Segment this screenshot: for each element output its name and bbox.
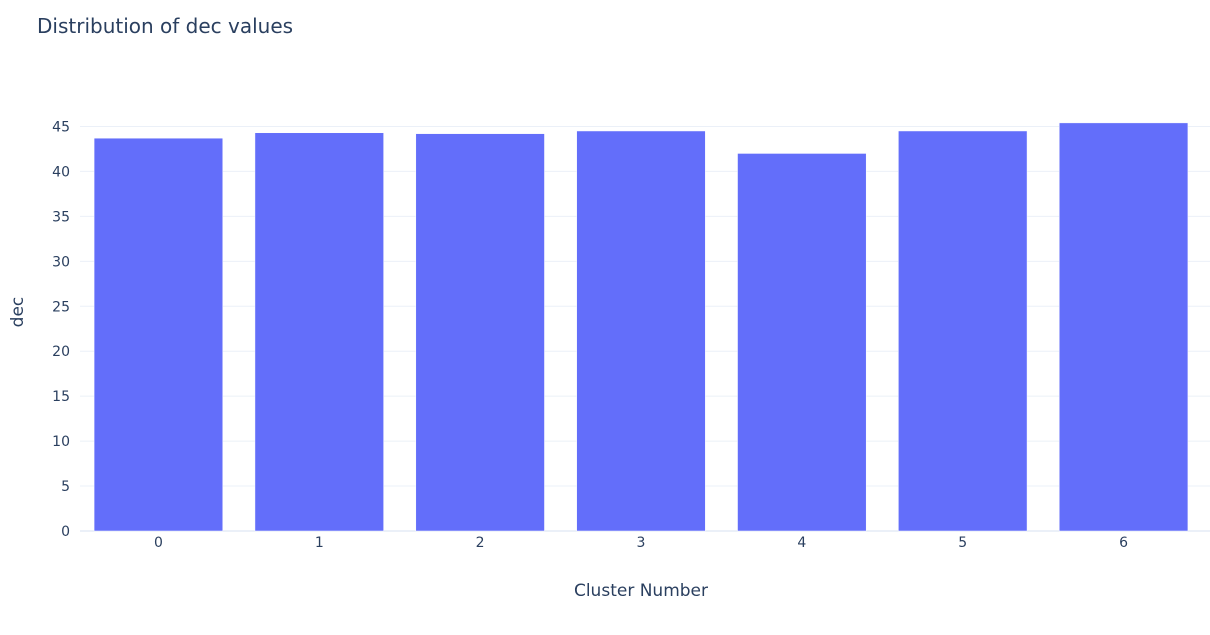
x-axis-tick-labels: 0 1 2 3 4 5 6	[154, 535, 1128, 551]
x-tick-label: 1	[315, 535, 324, 551]
bar-cluster-3[interactable]	[576, 130, 706, 532]
bar-cluster-5[interactable]	[898, 130, 1028, 532]
y-tick-label: 0	[61, 524, 70, 540]
x-tick-label: 5	[958, 535, 967, 551]
y-tick-label: 5	[61, 479, 70, 495]
chart-title: Distribution of dec values	[37, 14, 293, 38]
y-tick-label: 10	[52, 434, 70, 450]
bars	[93, 122, 1189, 532]
bar-cluster-1[interactable]	[254, 132, 384, 532]
bar-cluster-0[interactable]	[93, 137, 224, 532]
y-tick-label: 45	[52, 119, 70, 135]
y-tick-label: 20	[52, 344, 70, 360]
y-tick-label: 35	[52, 209, 70, 225]
x-tick-label: 4	[797, 535, 806, 551]
y-tick-label: 15	[52, 389, 70, 405]
y-axis-tick-labels: 0 5 10 15 20 25 30 35 40 45	[52, 119, 70, 540]
y-tick-label: 25	[52, 299, 70, 315]
x-tick-label: 3	[637, 535, 646, 551]
y-axis-title: dec	[8, 297, 28, 328]
bar-cluster-2[interactable]	[415, 133, 545, 532]
x-tick-label: 6	[1119, 535, 1128, 551]
y-tick-label: 30	[52, 254, 70, 270]
x-tick-label: 0	[154, 535, 163, 551]
bar-cluster-4[interactable]	[737, 153, 867, 532]
x-axis-title: Cluster Number	[574, 581, 708, 601]
bar-cluster-6[interactable]	[1058, 122, 1189, 532]
x-tick-label: 2	[476, 535, 485, 551]
y-tick-label: 40	[52, 164, 70, 180]
